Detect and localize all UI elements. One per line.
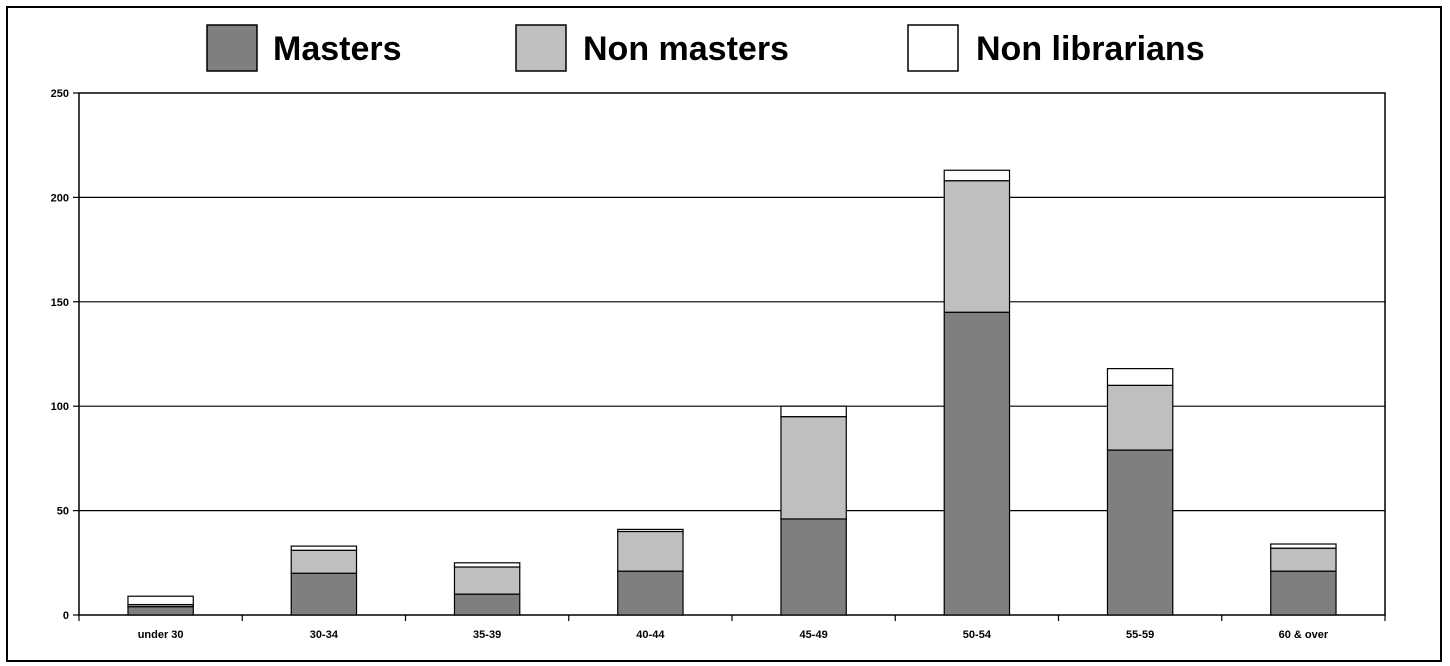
bar-segment (617, 570, 684, 616)
bar-segment (617, 530, 684, 572)
bar-segment (780, 405, 847, 418)
bar-segment (127, 595, 194, 606)
bar-segment (943, 180, 1011, 313)
bar-segment (617, 528, 684, 533)
legend-label-non-librarians: Non librarians (976, 30, 1205, 68)
bar-segment (127, 606, 194, 616)
legend-label-masters: Masters (273, 30, 402, 68)
bar-segment (453, 593, 521, 616)
plot-border (78, 92, 1386, 616)
plot-area: 0 50 100 150 200 250 under 30 30-34 35-39 40-44 45… (51, 88, 1386, 641)
bar-segment (1270, 547, 1337, 572)
bar-segment (290, 572, 358, 616)
x-tick-label: 50-54 (963, 629, 992, 641)
bar-segment (453, 562, 521, 568)
bar-segment (943, 311, 1011, 616)
bar-segment (1106, 384, 1174, 451)
x-tick-label: under 30 (138, 629, 184, 641)
bar-segment (290, 549, 358, 574)
bar-segment (1270, 543, 1337, 549)
x-tick-label: 60 & over (1279, 629, 1329, 641)
y-tick-label: 0 (63, 610, 69, 622)
legend: Masters Non masters Non librarians (206, 24, 1205, 72)
legend-swatch-masters (206, 24, 258, 72)
bar-segment (290, 545, 358, 551)
bar-segment (943, 169, 1011, 182)
x-tick-label: 55-59 (1126, 629, 1154, 641)
y-tick-label: 100 (51, 401, 69, 413)
bar-segment (1270, 570, 1337, 616)
y-tick-label: 250 (51, 88, 69, 100)
legend-swatch-non-librarians (907, 24, 959, 72)
bar-segment (1106, 449, 1174, 616)
bar-segment (1106, 368, 1174, 386)
y-tick-label: 150 (51, 297, 69, 309)
x-tick-label: 35-39 (473, 629, 501, 641)
x-tick-label: 40-44 (636, 629, 665, 641)
bar-segment (453, 566, 521, 595)
y-tick-label: 200 (51, 192, 69, 204)
legend-swatch-non-masters (515, 24, 567, 72)
bar-segment (780, 518, 847, 616)
x-tick-label: 45-49 (800, 629, 828, 641)
y-tick-label: 50 (57, 506, 69, 518)
bar-segment (780, 416, 847, 520)
x-tick-label: 30-34 (310, 629, 339, 641)
legend-label-non-masters: Non masters (583, 30, 789, 68)
